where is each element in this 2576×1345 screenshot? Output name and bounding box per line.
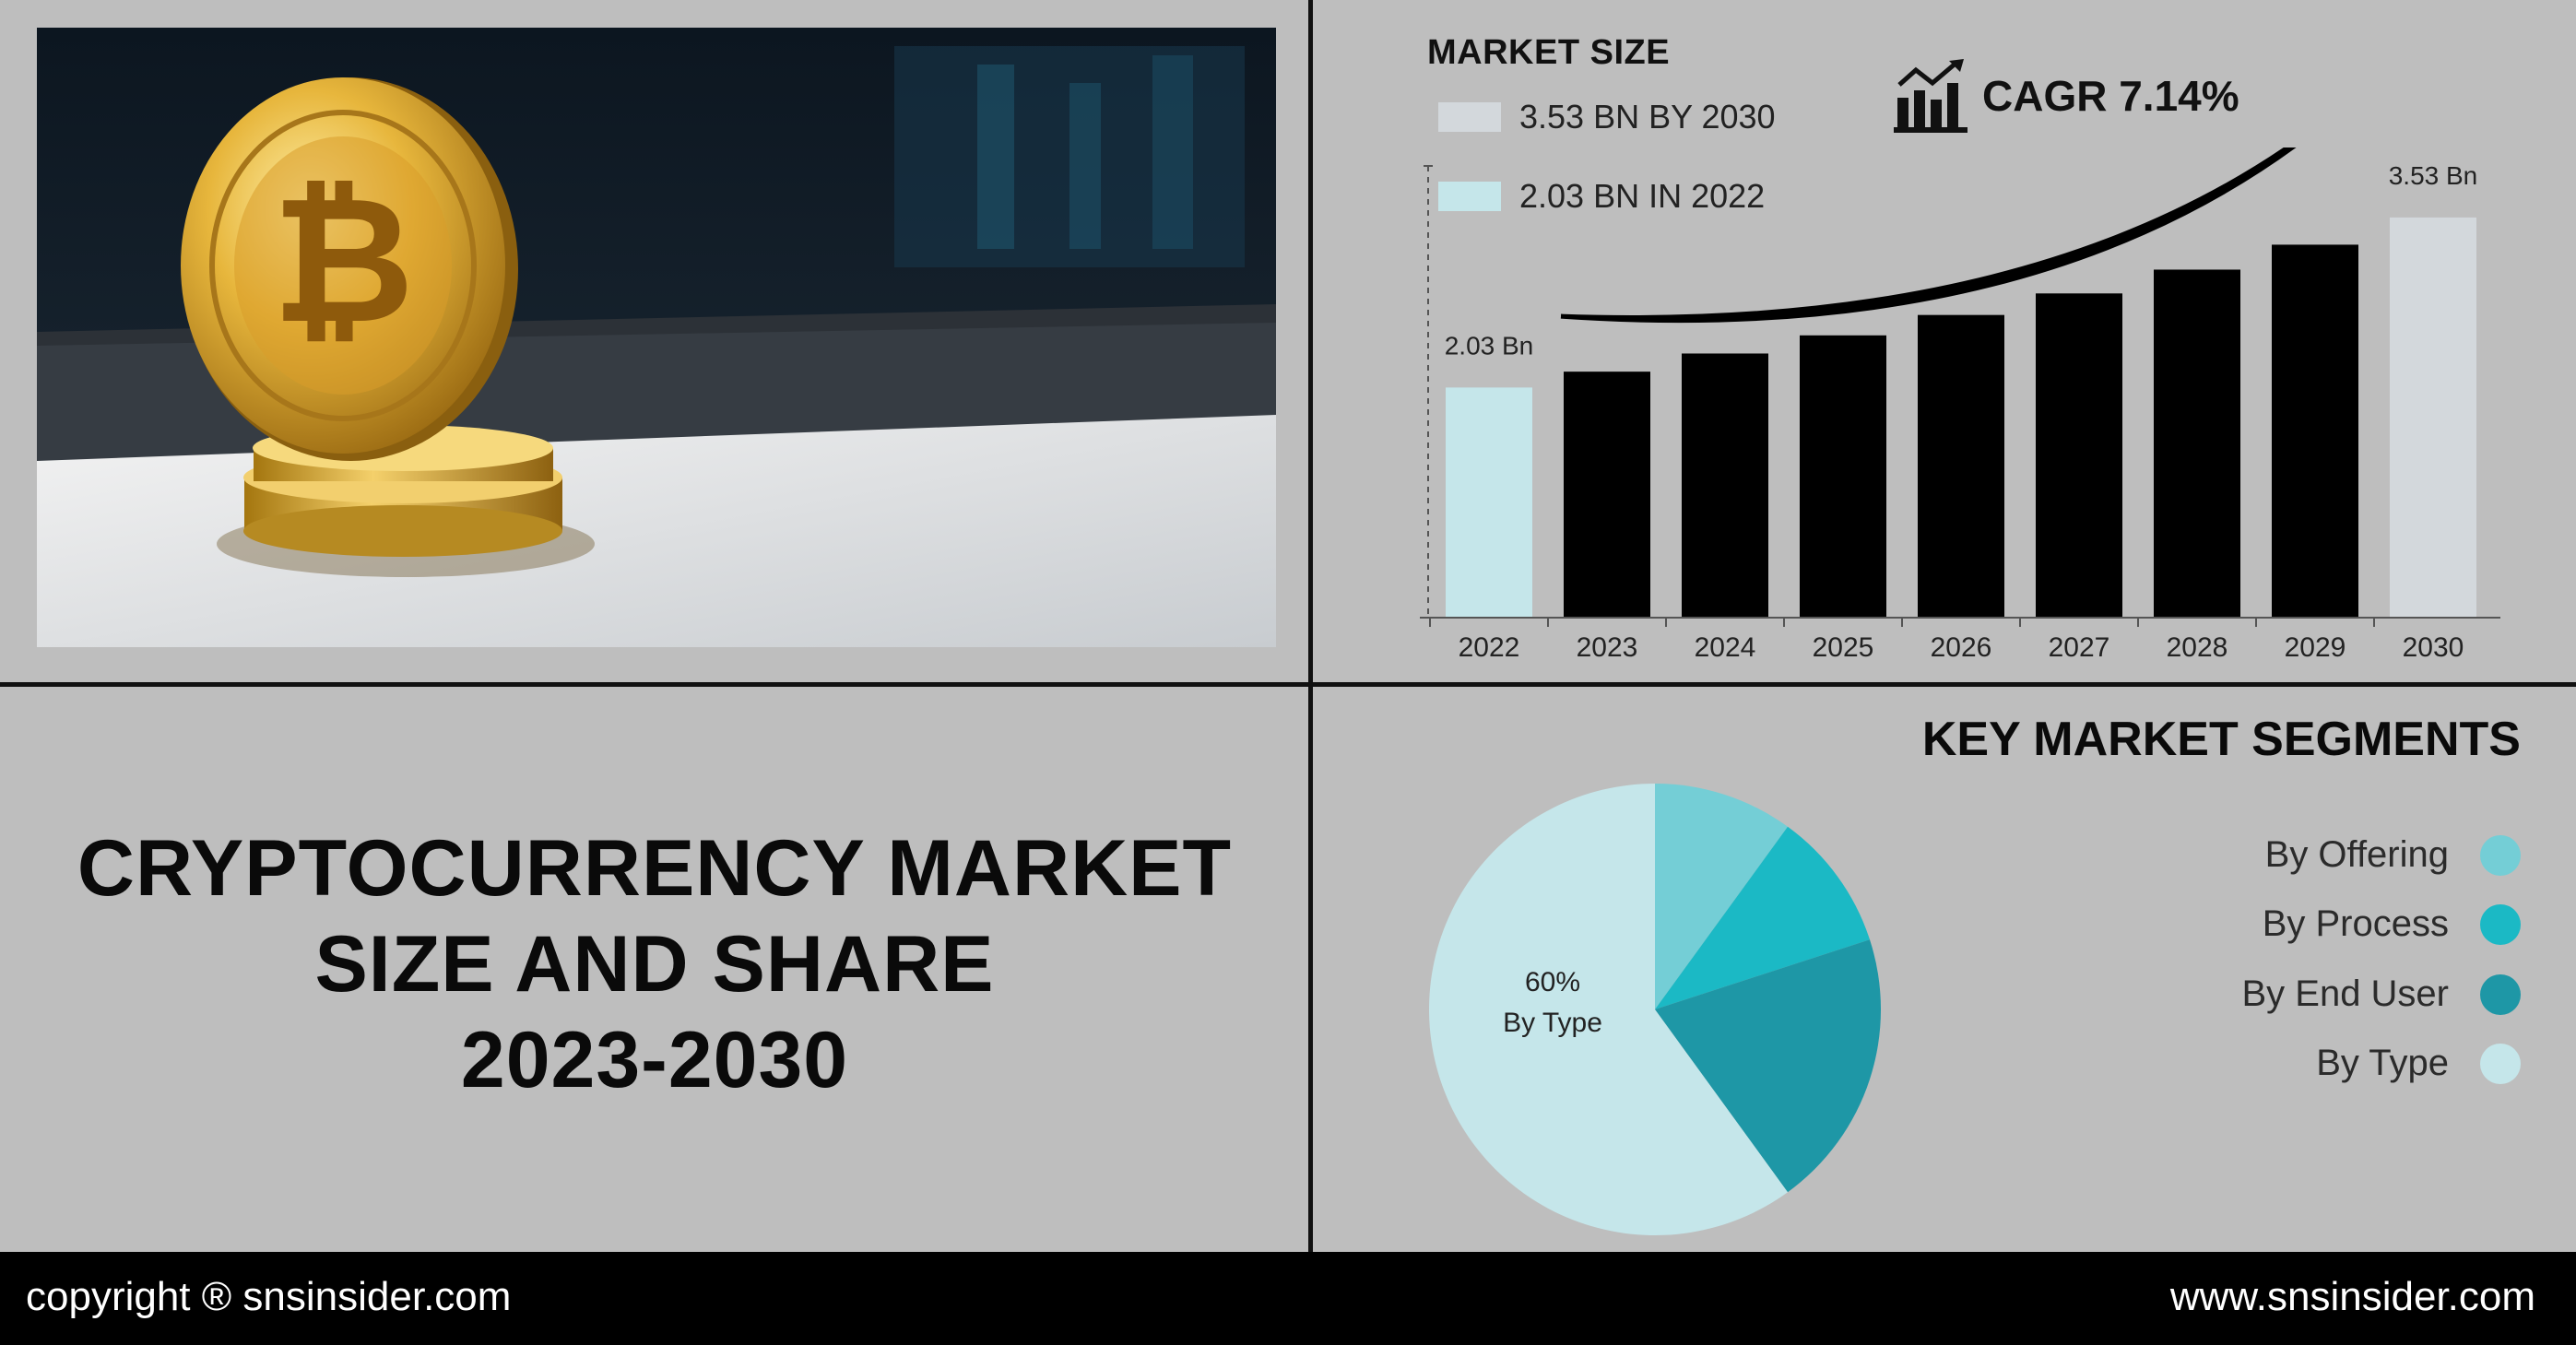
cagr-text: CAGR 7.14% bbox=[1982, 72, 2239, 120]
pie-label-value: 60% bbox=[1525, 967, 1580, 997]
pie-slice-by-end-user bbox=[1655, 939, 1881, 1193]
footer-copyright: copyright ® snsinsider.com bbox=[26, 1274, 512, 1319]
x-tick-label-2028: 2028 bbox=[2167, 632, 2228, 663]
main-title-line-1: CRYPTOCURRENCY MARKET bbox=[77, 824, 1233, 913]
svg-text:₿: ₿ bbox=[272, 159, 415, 362]
segment-legend-item: By Type bbox=[2316, 1043, 2521, 1084]
data-label-2030: 3.53 Bn bbox=[2389, 161, 2478, 190]
main-title: CRYPTOCURRENCY MARKET SIZE AND SHARE 202… bbox=[18, 820, 1291, 1108]
main-title-line-3: 2023-2030 bbox=[460, 1016, 849, 1104]
legend-2022: 2.03 BN IN 2022 bbox=[1438, 177, 1765, 216]
x-tick-label-2027: 2027 bbox=[2049, 632, 2110, 663]
main-title-line-2: SIZE AND SHARE bbox=[314, 920, 995, 1009]
market-size-heading: MARKET SIZE bbox=[1427, 33, 1671, 72]
segments-heading: KEY MARKET SEGMENTS bbox=[1921, 713, 2521, 766]
segment-legend-label: By End User bbox=[2241, 973, 2449, 1014]
x-tick-label-2030: 2030 bbox=[2403, 632, 2464, 663]
bar-2027 bbox=[2036, 293, 2122, 618]
pie-slice-by-type bbox=[1428, 784, 1789, 1235]
bar-2025 bbox=[1800, 335, 1886, 618]
legend-2030: 3.53 BN BY 2030 bbox=[1438, 98, 1776, 136]
pie-slice-by-process bbox=[1655, 826, 1871, 1009]
vertical-divider bbox=[1308, 0, 1313, 1252]
growth-arrow bbox=[1560, 147, 2297, 324]
x-tick-label-2024: 2024 bbox=[1695, 632, 1756, 663]
bar-2022 bbox=[1446, 387, 1532, 618]
footer-website[interactable]: www.snsinsider.com bbox=[2169, 1274, 2535, 1319]
pie-label-name: By Type bbox=[1503, 1008, 1602, 1038]
segment-legend-item: By Process bbox=[2263, 903, 2521, 945]
x-tick-label-2026: 2026 bbox=[1931, 632, 1992, 663]
segment-legend-dot bbox=[2480, 834, 2521, 876]
bar-2026 bbox=[1918, 314, 2004, 618]
pie-slice-by-offering bbox=[1655, 784, 1789, 1009]
segment-legend-label: By Process bbox=[2262, 903, 2449, 944]
segment-legend-item: By Offering bbox=[2265, 834, 2521, 876]
segment-legend-item: By End User bbox=[2241, 973, 2521, 1015]
growth-chart-icon bbox=[1894, 59, 1967, 133]
segment-legend-dot bbox=[2480, 1043, 2521, 1084]
legend-swatch-2022 bbox=[1438, 182, 1501, 211]
segment-legend-dot bbox=[2480, 973, 2521, 1015]
bar-2028 bbox=[2154, 269, 2240, 618]
segment-legend-dot bbox=[2480, 903, 2521, 945]
x-tick-label-2025: 2025 bbox=[1813, 632, 1874, 663]
segments-pie-chart: 60% By Type bbox=[1428, 784, 1881, 1235]
legend-swatch-2030 bbox=[1438, 102, 1501, 132]
legend-text-2022: 2.03 BN IN 2022 bbox=[1519, 177, 1766, 215]
bar-2030 bbox=[2390, 217, 2476, 618]
segment-legend-label: By Type bbox=[2316, 1043, 2449, 1083]
data-label-2022: 2.03 Bn bbox=[1445, 331, 1534, 360]
bitcoin-photo: ₿ bbox=[37, 28, 1276, 647]
market-size-bar-chart: 2022 2.03 Bn 2023 2024 2025 2026 2027 2028 2029 2… bbox=[1420, 147, 2500, 663]
cagr-badge: CAGR 7.14% bbox=[1892, 57, 2239, 135]
bar-2029 bbox=[2272, 244, 2358, 618]
x-tick-label-2022: 2022 bbox=[1459, 632, 1520, 663]
horizontal-divider bbox=[0, 682, 2576, 687]
bar-2024 bbox=[1682, 353, 1768, 618]
legend-text-2030: 3.53 BN BY 2030 bbox=[1519, 98, 1776, 136]
x-tick-label-2023: 2023 bbox=[1577, 632, 1638, 663]
x-tick-label-2029: 2029 bbox=[2285, 632, 2346, 663]
bar-2023 bbox=[1564, 372, 1650, 618]
segment-legend-label: By Offering bbox=[2264, 834, 2449, 875]
footer: copyright ® snsinsider.com www.snsinside… bbox=[0, 1252, 2576, 1345]
